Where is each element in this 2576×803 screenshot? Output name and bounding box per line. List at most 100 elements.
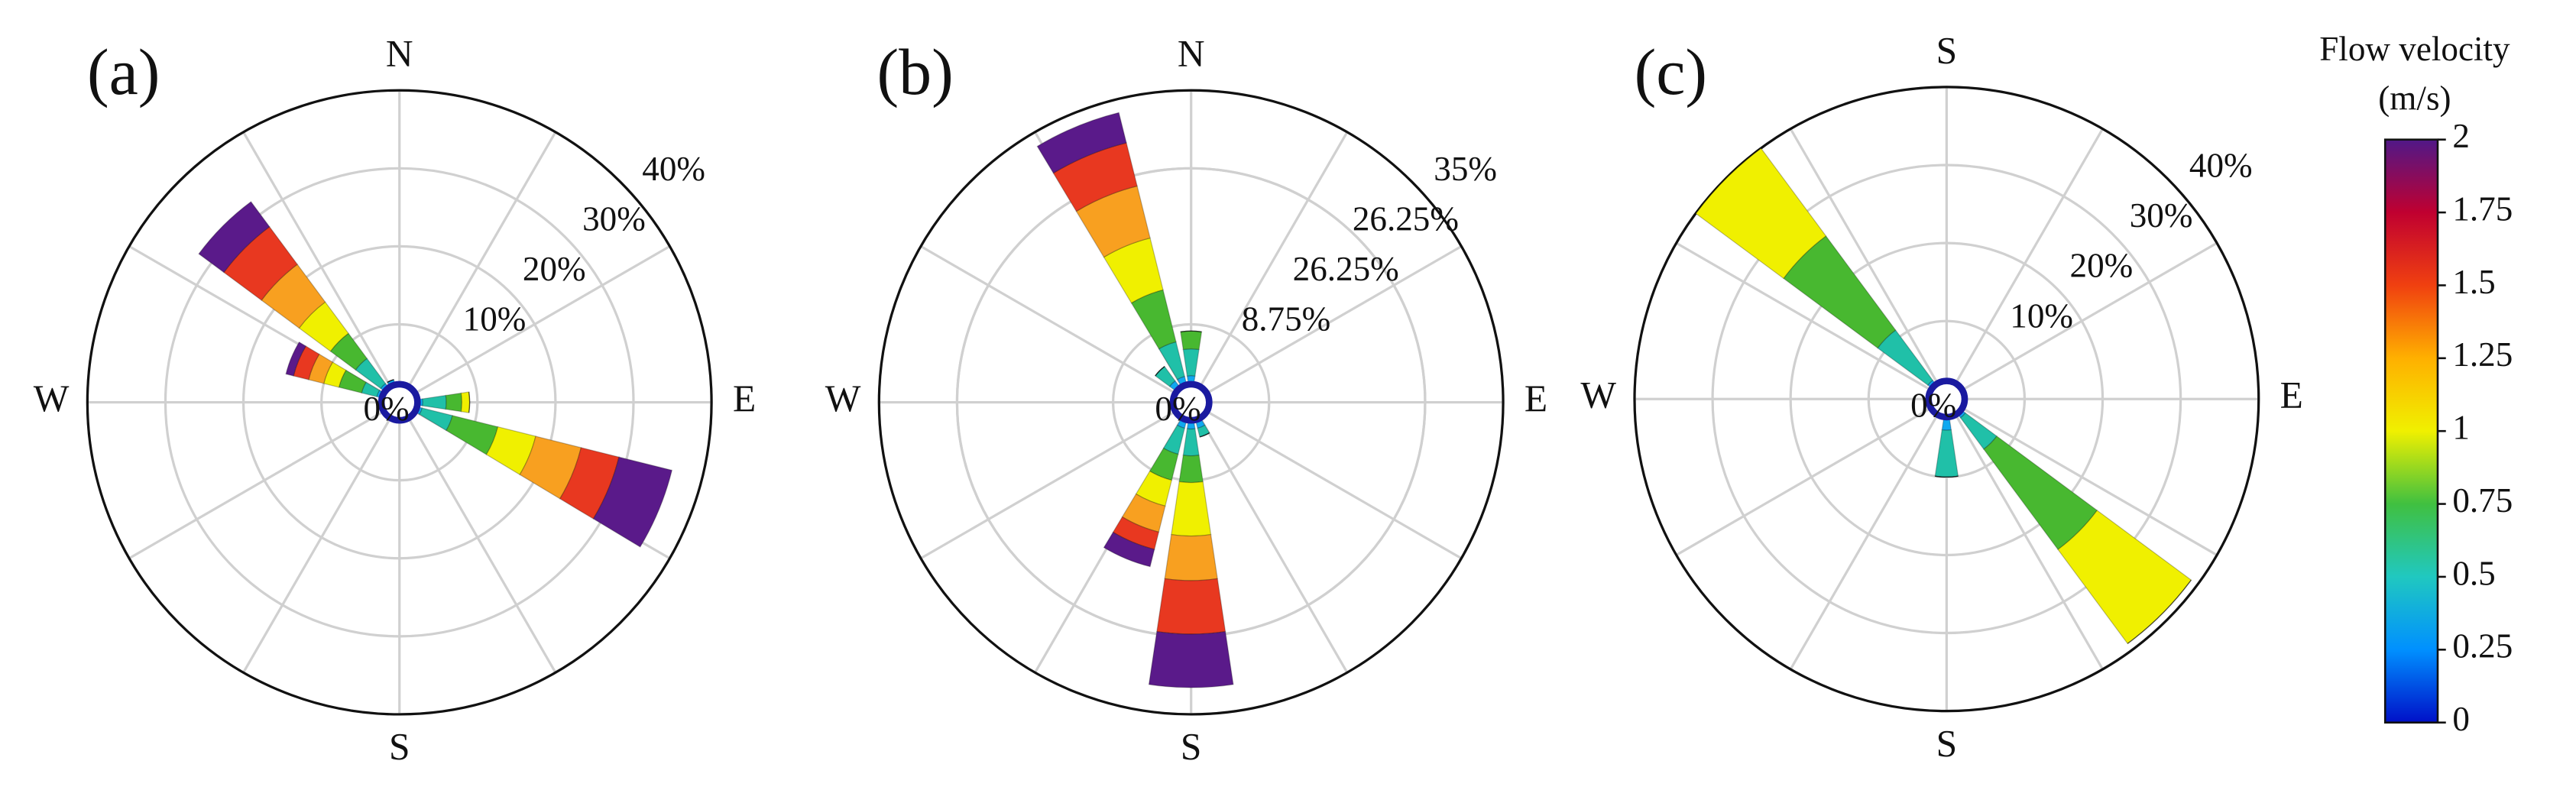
petal-segment [293,345,320,380]
petal-segment [1158,341,1186,380]
direction-label: S [1936,29,1958,71]
colorbar-tick-label: 0.5 [2452,554,2495,592]
direction-label: N [1178,33,1205,75]
r-tick-label: 10% [463,300,527,338]
spoke [920,401,1192,560]
colorbar-tick-label: 0 [2452,700,2470,738]
petal-segment [1182,428,1200,457]
petal-segment [559,447,620,520]
direction-label: S [1181,726,1202,768]
petal-segment [1112,516,1160,550]
petal-segment [1130,289,1177,350]
wind-rose: 0% 10% 20% 30% 40% S E S W (c) [1580,29,2302,764]
petal-segment [1162,424,1186,455]
r-tick-label: 35% [1434,150,1497,188]
petal-segment [322,361,347,388]
direction-label: W [34,377,70,419]
petal-segment [1103,531,1155,568]
petal-segment [1695,147,1761,214]
colorbar-tick-label: 1.25 [2452,335,2513,374]
outer-ring [1633,86,2260,713]
petal-segment [223,225,299,301]
petal-segment [592,456,673,548]
r-tick-label: 40% [642,150,705,188]
petal-segment [1103,237,1164,304]
petal-segment [1935,475,1959,478]
petal-segment [1182,348,1200,377]
petal-segment [1180,330,1202,332]
colorbar [2383,138,2439,724]
direction-label: N [386,33,413,75]
petal-segment [261,264,326,329]
petal-segment [1180,330,1202,332]
petal-segment [1178,455,1204,484]
petal-segment [419,407,453,432]
petal-segment [1695,147,1827,280]
petal-segment [1197,424,1210,438]
petal-segment [355,358,387,390]
wind-rose: 0% 8.75% 26.25% 26.25% 35% N E S W (b) [825,33,1547,768]
colorbar-unit: (m/s) [2378,79,2451,118]
direction-label: W [1580,374,1616,416]
petal-segment [485,426,536,476]
r-tick-label: 30% [2130,196,2193,235]
petal-segment [1935,475,1959,478]
petal-segment [2057,510,2192,645]
spoke [1190,401,1463,560]
direction-label: S [1936,722,1958,764]
petal-segment [445,392,463,413]
r-tick-label: 10% [2010,296,2073,335]
outer-ring [877,89,1505,716]
petal-segment [285,341,307,377]
panel-label: (a) [87,35,160,108]
petal-segment [1156,578,1226,635]
petal-segment [1171,481,1212,537]
spoke [1190,401,1349,674]
calm-ring [1925,377,1968,421]
grid-ring [164,167,635,638]
r-tick-label: 20% [2070,247,2134,285]
petal-segment [361,381,381,397]
petal-segment [1983,435,2098,551]
wind-rose: 0% 10% 20% 30% 40% N E S W (a) [34,33,756,768]
r-tick-label: 30% [582,199,646,238]
r-tick-label: 8.75% [1242,300,1331,338]
direction-label: E [733,377,756,419]
spoke [1190,131,1349,403]
colorbar-tick-label: 1 [2452,409,2470,447]
panel-label: (b) [876,35,953,108]
r-tick-label: 20% [523,250,586,288]
colorbar-tick-label: 0.75 [2452,481,2513,520]
r-tick-label: 26.25% [1353,199,1459,238]
petal-segment [1877,329,1934,386]
petal-segment [446,415,499,455]
petal-segment [1180,330,1202,332]
r-tick-label: 40% [2189,146,2253,184]
grid-ring [241,244,557,560]
petal-segment [460,391,471,413]
petal-segment [1935,475,1959,478]
petal-segment [1052,142,1138,212]
direction-label: S [389,726,410,768]
petal-segment [1121,493,1166,533]
petal-segment [1075,185,1151,258]
colorbar-title: Flow velocity [2319,30,2510,68]
petal-segment [1695,147,1761,214]
r-tick-label: 0% [363,390,409,428]
petal-segment [198,201,271,274]
r-tick-label: 26.25% [1293,250,1399,288]
calm-ring [377,380,421,424]
petal-segment [298,301,349,352]
panel-label: (c) [1635,35,1707,108]
petal-segment [1154,365,1176,387]
grid-ring [320,322,479,482]
petal-segment [1135,470,1173,507]
petal-segment [1036,112,1127,174]
colorbar-tick-label: 0.25 [2452,627,2513,665]
colorbar-tick-label: 1.75 [2452,189,2513,228]
direction-label: E [2280,374,2303,416]
spoke [920,244,1192,403]
petal-segment [1935,475,1959,478]
petal-segment [1164,533,1218,581]
